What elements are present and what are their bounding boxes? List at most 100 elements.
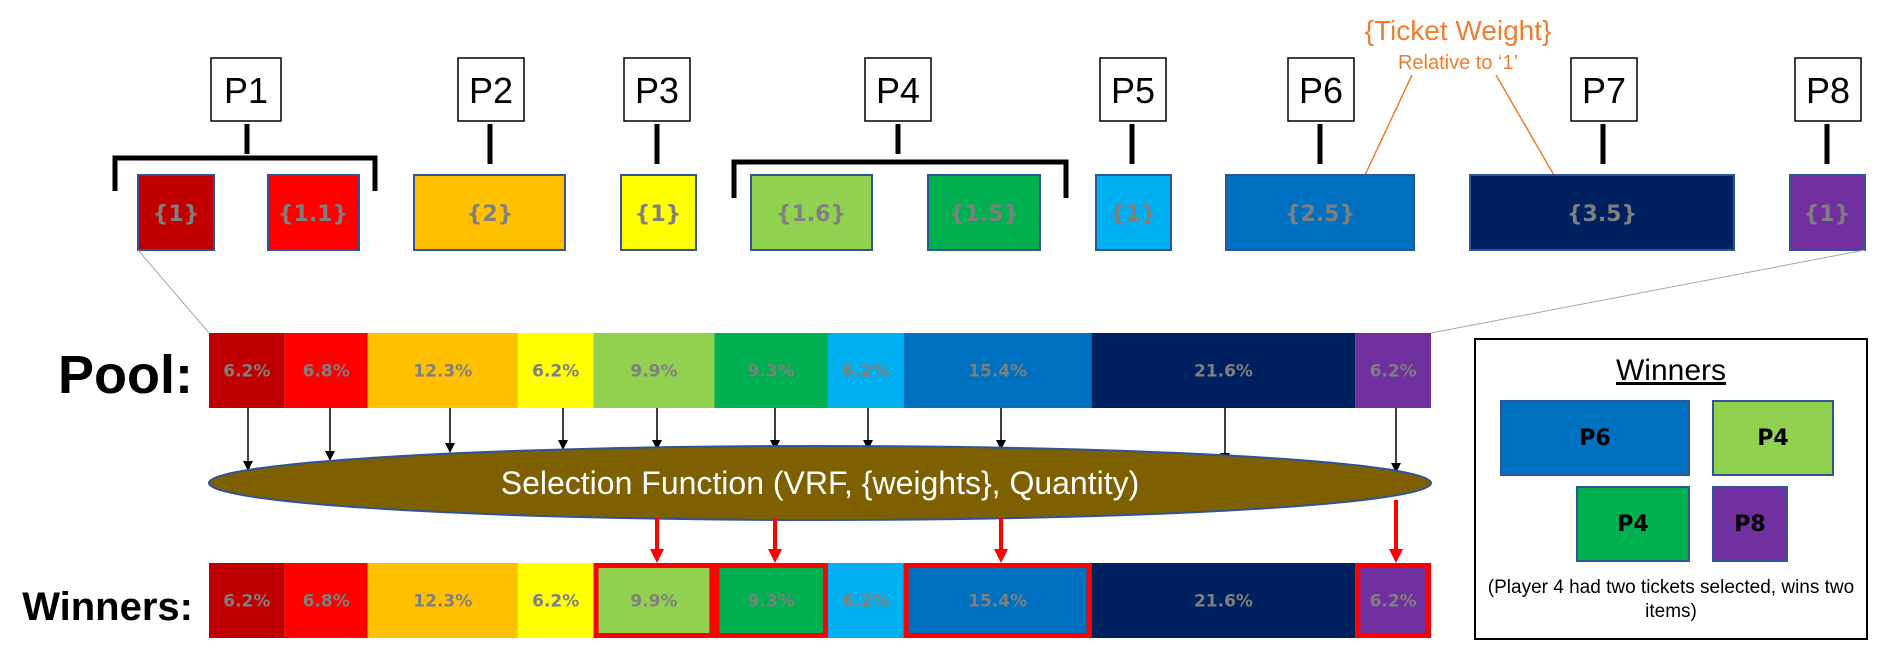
winners-segment-label: 21.6% xyxy=(1194,592,1253,612)
ticket-weight: {2.5} xyxy=(1285,202,1355,227)
player-label-p7: P7 xyxy=(1570,57,1638,122)
player-label-p6: P6 xyxy=(1287,57,1355,122)
selection-function: Selection Function (VRF, {weights}, Quan… xyxy=(208,445,1432,521)
winners-segment-label: 15.4% xyxy=(968,592,1027,612)
player-label-text: P2 xyxy=(469,70,513,111)
winners-segment-7: 6.2% xyxy=(827,563,904,638)
ticket-p7: {3.5} xyxy=(1469,174,1735,251)
ticket-weight-subtitle: Relative to ‘1’ xyxy=(1398,52,1518,74)
ticket-p1-b: {1.1} xyxy=(267,174,360,251)
player-label-text: P5 xyxy=(1111,70,1155,111)
pool-segment-label: 6.2% xyxy=(1370,362,1417,382)
player-label-p1: P1 xyxy=(210,57,282,122)
pool-segment-1: 6.2% xyxy=(209,333,285,408)
player-label-text: P4 xyxy=(876,70,920,111)
player-label-text: P3 xyxy=(635,70,679,111)
ticket-p5: {1} xyxy=(1095,174,1172,251)
pool-label: Pool: xyxy=(58,345,193,405)
winners-segment-label: 6.2% xyxy=(842,592,889,612)
selection-function-label: Selection Function (VRF, {weights}, Quan… xyxy=(501,465,1140,501)
winners-segment-2: 6.8% xyxy=(284,563,368,638)
winner-highlight xyxy=(714,563,828,638)
pool-segment-3: 12.3% xyxy=(367,333,518,408)
pool-segment-label: 15.4% xyxy=(968,362,1027,382)
winners-segment-5: 9.9% xyxy=(593,563,715,638)
winners-panel-title: Winners xyxy=(1615,354,1727,387)
pool-segment-2: 6.8% xyxy=(284,333,368,408)
ticket-weight: {1.6} xyxy=(776,202,846,227)
winner-tile-p6: P6 xyxy=(1500,400,1690,476)
pool-arrows xyxy=(243,408,1401,473)
winner-highlight xyxy=(903,563,1092,638)
player-label-text: P7 xyxy=(1582,70,1626,111)
winners-segment-label: 9.9% xyxy=(630,592,677,612)
ticket-p4-a: {1.6} xyxy=(750,174,873,251)
ticket-weight: {1} xyxy=(153,202,200,227)
ticket-p1-a: {1} xyxy=(137,174,215,251)
winners-segment-4: 6.2% xyxy=(517,563,594,638)
ticket-weight-title: {Ticket Weight} xyxy=(1365,15,1552,46)
pool-segment-7: 6.2% xyxy=(827,333,904,408)
winner-tile-p4-a: P4 xyxy=(1712,400,1834,476)
winners-row-label: Winners: xyxy=(22,585,193,629)
ticket-p4-b: {1.5} xyxy=(927,174,1041,251)
ticket-weight: {3.5} xyxy=(1567,202,1637,227)
winners-segment-1: 6.2% xyxy=(209,563,285,638)
player-label-text: P8 xyxy=(1806,70,1850,111)
winners-segment-6: 9.3% xyxy=(714,563,828,638)
pool-segment-9: 21.6% xyxy=(1091,333,1356,408)
ticket-p6: {2.5} xyxy=(1225,174,1415,251)
annotation-arrow-p7 xyxy=(1495,74,1566,195)
ticket-p2: {2} xyxy=(413,174,566,251)
ticket-weight: {1} xyxy=(635,202,682,227)
player-label-p4: P4 xyxy=(864,57,932,122)
winners-bar: 6.2% 6.8% 12.3% 6.2% 9.9% 9.3% 6.2% 15.4% 21.6% 6… xyxy=(209,563,1431,638)
winners-segment-8: 15.4% xyxy=(903,563,1092,638)
player-label-text: P6 xyxy=(1299,70,1343,111)
player-label-p2: P2 xyxy=(457,57,525,122)
player-label-text: P1 xyxy=(224,70,268,111)
player-label-p3: P3 xyxy=(623,57,691,122)
pool-segment-label: 6.2% xyxy=(223,362,270,382)
pool-segment-label: 6.8% xyxy=(303,362,350,382)
winner-tile-p4-b: P4 xyxy=(1576,486,1690,562)
winner-arrows xyxy=(650,500,1403,563)
winners-segment-label: 12.3% xyxy=(413,592,472,612)
winner-tile-p8: P8 xyxy=(1712,486,1788,562)
zoom-guide-right xyxy=(1430,249,1866,334)
player-label-p5: P5 xyxy=(1099,57,1167,122)
pool-segment-6: 9.3% xyxy=(714,333,828,408)
ticket-weight: {1.5} xyxy=(949,202,1019,227)
winners-segment-10: 6.2% xyxy=(1355,563,1431,638)
player-label-p8: P8 xyxy=(1794,57,1862,122)
pool-segment-label: 12.3% xyxy=(413,362,472,382)
player-row: P1 P2 P3 P4 P5 P6 P7 P8 {1} {1.1} {2} {1… xyxy=(112,57,1866,251)
pool-segment-label: 21.6% xyxy=(1194,362,1253,382)
winners-panel-note: (Player 4 had two tickets selected, wins… xyxy=(1487,577,1855,622)
zoom-guide-left xyxy=(137,249,210,334)
winner-highlight xyxy=(593,563,715,638)
pool-segment-label: 9.3% xyxy=(748,362,795,382)
ticket-weight: {1.1} xyxy=(278,202,348,227)
ticket-weight: {1} xyxy=(1804,202,1851,227)
pool-bar: 6.2% 6.8% 12.3% 6.2% 9.9% 9.3% 6.2% 15.4% 21.6% 6… xyxy=(209,333,1431,408)
pool-segment-10: 6.2% xyxy=(1355,333,1431,408)
pool-segment-5: 9.9% xyxy=(593,333,715,408)
winners-segment-label: 6.8% xyxy=(303,592,350,612)
winners-panel: Winners P6 P4 P4 P8 (Player 4 had two ti… xyxy=(1474,338,1868,640)
winners-segment-label: 6.2% xyxy=(1370,592,1417,612)
winner-highlight xyxy=(1355,563,1431,638)
ticket-p3: {1} xyxy=(620,174,697,251)
winners-segment-label: 9.3% xyxy=(748,592,795,612)
winners-segment-label: 6.2% xyxy=(223,592,270,612)
ticket-weight: {2} xyxy=(467,202,514,227)
pool-segment-label: 6.2% xyxy=(842,362,889,382)
pool-segment-label: 6.2% xyxy=(532,362,579,382)
pool-segment-4: 6.2% xyxy=(517,333,594,408)
winners-segment-9: 21.6% xyxy=(1091,563,1356,638)
annotation-arrow-p6 xyxy=(1355,74,1413,196)
winners-segment-label: 6.2% xyxy=(532,592,579,612)
pool-segment-label: 9.9% xyxy=(630,362,677,382)
ticket-weight: {1} xyxy=(1110,202,1157,227)
